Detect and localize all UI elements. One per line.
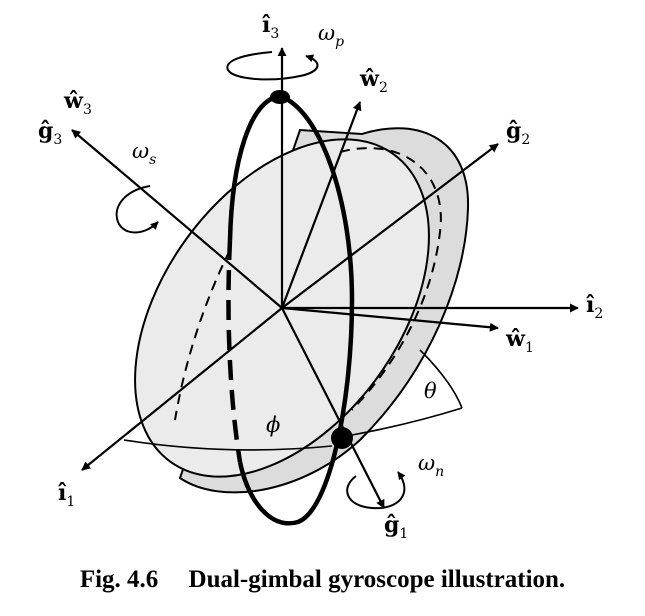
label-w3: ŵ3 bbox=[63, 88, 92, 118]
label-omega-p: ωp bbox=[318, 21, 344, 50]
label-i1: î1 bbox=[58, 480, 75, 510]
axis-w1 bbox=[281, 306, 499, 332]
gimbal-pivot-top bbox=[270, 90, 290, 104]
label-omega-s: ωs bbox=[132, 139, 156, 168]
gimbal-ring-front bbox=[237, 93, 355, 526]
omega-s-rotation bbox=[115, 185, 159, 234]
gimbal-ring-back-upper bbox=[227, 93, 281, 241]
label-omega-n: ωn bbox=[418, 451, 444, 480]
gyroscope-diagram: î3 ωp ŵ2 ŵ3 ĝ3 ωs ĝ2 î2 ŵ1 θ ϕ ωn bbox=[38, 12, 603, 542]
label-theta: θ bbox=[424, 379, 437, 403]
axis-g3 bbox=[71, 129, 283, 309]
gimbal-pivot-bottom bbox=[331, 427, 353, 449]
labels: î3 ωp ŵ2 ŵ3 ĝ3 ωs ĝ2 î2 ŵ1 θ ϕ ωn bbox=[38, 12, 603, 542]
gimbal-ring-back-dashed bbox=[226, 239, 243, 463]
axis-g1 bbox=[281, 307, 385, 509]
label-i3: î3 bbox=[262, 12, 279, 42]
figure-caption: Fig. 4.6 Dual-gimbal gyroscope illustrat… bbox=[0, 566, 645, 594]
phi-arc bbox=[123, 439, 333, 451]
label-g3: ĝ3 bbox=[38, 118, 62, 148]
angle-arcs bbox=[123, 349, 463, 451]
label-g2: ĝ2 bbox=[506, 118, 530, 148]
axes bbox=[71, 47, 579, 509]
phi-arc-right bbox=[351, 407, 463, 436]
figure-number: Fig. 4.6 bbox=[79, 566, 159, 593]
theta-arc bbox=[419, 349, 463, 409]
label-g1: ĝ1 bbox=[384, 512, 408, 542]
label-i2: î2 bbox=[586, 292, 603, 322]
label-w1: ŵ1 bbox=[505, 326, 534, 356]
gimbal-ring bbox=[226, 90, 355, 526]
omega-n-rotation bbox=[346, 471, 406, 510]
axis-i1 bbox=[81, 307, 283, 471]
disk-hidden-edge-left bbox=[174, 249, 231, 421]
disk-hidden-edge bbox=[339, 147, 442, 411]
axis-g2 bbox=[281, 143, 499, 309]
omega-p-rotation bbox=[226, 51, 319, 81]
label-w2: ŵ2 bbox=[359, 66, 388, 96]
rotation-indicators bbox=[115, 51, 406, 510]
figure-title: Dual-gimbal gyroscope illustration. bbox=[188, 566, 566, 593]
axis-w2 bbox=[280, 101, 362, 309]
label-phi: ϕ bbox=[266, 413, 280, 437]
